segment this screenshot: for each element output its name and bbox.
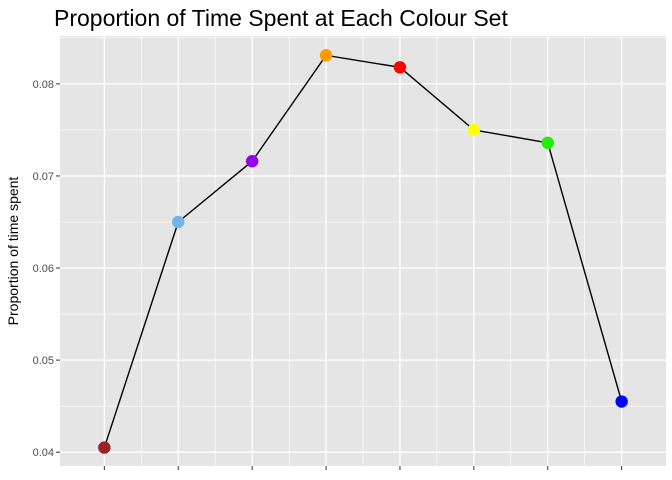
data-point xyxy=(319,49,333,62)
data-point xyxy=(172,215,185,229)
major-gridlines xyxy=(60,36,666,466)
y-tick-label: 0.06 xyxy=(33,263,54,275)
chart-title: Proportion of Time Spent at Each Colour … xyxy=(54,5,508,31)
y-tick-label: 0.08 xyxy=(33,79,54,91)
data-point xyxy=(98,441,111,454)
y-axis-label: Proportion of time spent xyxy=(5,177,21,326)
y-tick-label: 0.05 xyxy=(33,355,54,367)
y-tick-label: 0.07 xyxy=(33,171,54,183)
data-point xyxy=(541,136,554,150)
data-point xyxy=(245,155,259,168)
data-point xyxy=(615,395,628,408)
data-point xyxy=(467,123,481,137)
y-tick-label: 0.04 xyxy=(33,447,54,459)
data-point xyxy=(393,61,407,74)
series-line xyxy=(103,54,623,448)
y-axis: 0.04 0.05 0.06 0.07 0.08 xyxy=(33,79,623,470)
data-points xyxy=(98,49,628,454)
